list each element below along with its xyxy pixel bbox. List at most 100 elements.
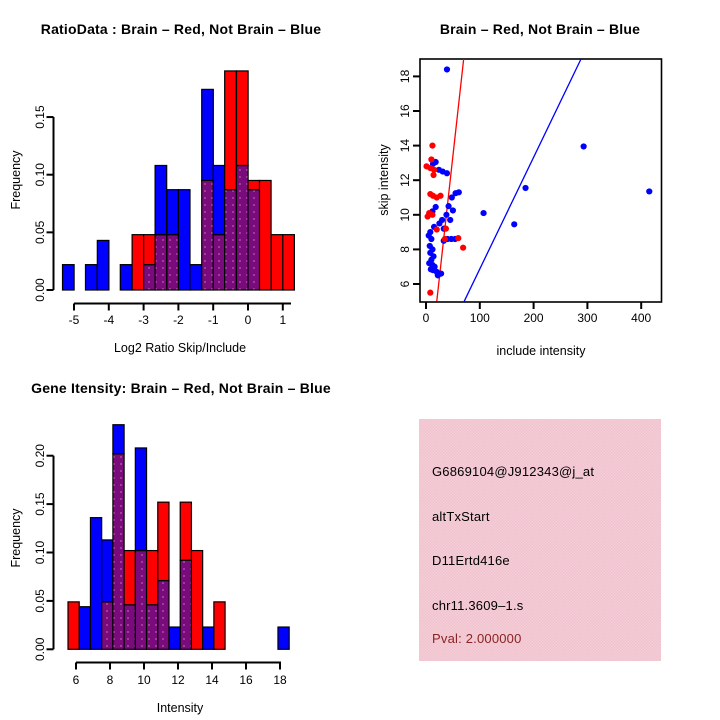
histogram-bar-red: [157, 501, 170, 582]
gene-hist-xlabel: Intensity: [157, 701, 204, 715]
histogram-bar-blue: [189, 264, 203, 291]
y-tick-label: 0.05: [33, 589, 47, 613]
x-tick-label: 0: [245, 313, 252, 327]
scatter-point-blue: [448, 194, 455, 201]
histogram-bar-blue: [89, 517, 103, 650]
ratio-hist-ylabel: Frequency: [9, 150, 23, 210]
scatter-point-blue: [436, 220, 443, 227]
histogram-bar-red: [235, 70, 249, 167]
histogram-bar-blue: [168, 626, 181, 650]
histogram-bar-overlap: [145, 604, 159, 650]
histogram-bar-red: [143, 234, 156, 266]
x-tick-label: -4: [103, 313, 114, 327]
scatter-point-blue: [511, 221, 518, 228]
blue-threshold-line: [463, 58, 582, 302]
y-tick-label: 12: [398, 173, 412, 187]
scatter-point-blue: [522, 184, 529, 192]
histogram-bar-blue: [212, 164, 226, 236]
scatter-point-red: [430, 171, 437, 179]
scatter-xlabel: include intensity: [497, 344, 587, 358]
y-tick-label: 0.15: [33, 492, 47, 516]
x-tick-label: 8: [107, 673, 114, 687]
histogram-bar-overlap: [224, 189, 237, 291]
y-tick-label: 0.20: [33, 444, 47, 468]
histogram-bar-overlap: [201, 179, 214, 291]
histogram-bar-overlap: [101, 601, 114, 650]
scatter-point-blue: [434, 272, 441, 279]
scatter-point-red: [427, 289, 434, 296]
scatter-point-red: [429, 211, 436, 218]
y-tick-label: 6: [398, 280, 412, 287]
x-tick-label: 10: [137, 673, 151, 687]
ratio-hist-title: RatioData : Brain – Red, Not Brain – Blu…: [41, 21, 321, 37]
histogram-bar-blue: [177, 189, 191, 291]
scatter-point-blue: [447, 216, 454, 224]
scatter-point-blue: [443, 211, 450, 218]
histogram-bar-red: [224, 70, 237, 191]
pval-text: Pval: 2.000000: [432, 631, 522, 646]
scatter-point-blue: [449, 207, 456, 214]
red-threshold-line: [436, 59, 465, 302]
histogram-bar-overlap: [123, 604, 136, 650]
histogram-bar-red: [282, 234, 295, 291]
histogram-bar-overlap: [179, 559, 193, 650]
histogram-bar-blue: [277, 626, 290, 650]
x-tick-label: -1: [208, 313, 219, 327]
scatter-point-red: [429, 142, 436, 149]
scatter-point-blue: [580, 143, 587, 150]
scatter-point-red: [437, 192, 444, 199]
x-tick-label: 12: [171, 673, 185, 687]
scatter-point-red: [441, 235, 448, 243]
histogram-bar-red: [131, 234, 145, 291]
histogram-bar-overlap: [166, 234, 180, 291]
histogram-bar-red: [123, 549, 136, 606]
scatter-point-blue: [445, 203, 452, 210]
histogram-bar-overlap: [235, 164, 249, 291]
histogram-bar-overlap: [212, 234, 226, 291]
probe-id-text: G6869104@J912343@j_at: [432, 464, 595, 479]
histogram-bar-blue: [101, 539, 114, 603]
histogram-bar-blue: [154, 164, 168, 236]
histogram-bar-red: [179, 501, 193, 561]
gene-hist-title: Gene Itensity: Brain – Red, Not Brain – …: [31, 380, 331, 396]
x-tick-label: 300: [577, 311, 597, 325]
histogram-bar-red: [247, 179, 261, 191]
scatter-ylabel: skip intensity: [377, 143, 391, 215]
histogram-bar-blue: [166, 189, 180, 236]
x-tick-label: 6: [73, 673, 80, 687]
histogram-bar-blue: [96, 239, 110, 291]
histogram-bar-overlap: [247, 189, 261, 291]
y-tick-label: 8: [398, 246, 412, 253]
histogram-bar-blue: [61, 264, 75, 291]
y-tick-label: 0.00: [33, 278, 47, 302]
histogram-bar-blue: [134, 447, 148, 552]
x-tick-label: 200: [524, 311, 544, 325]
histogram-bar-red: [270, 234, 284, 291]
histogram-bar-blue: [112, 424, 125, 455]
scatter-point-blue: [480, 209, 487, 217]
scatter-point-red: [428, 156, 435, 163]
histogram-bar-blue: [201, 88, 214, 182]
y-tick-label: 0.10: [33, 540, 47, 564]
y-tick-label: 0.05: [33, 220, 47, 244]
x-tick-label: -2: [173, 313, 184, 327]
x-tick-label: 0: [423, 311, 430, 325]
histogram-bar-red: [190, 549, 204, 650]
histogram-bar-overlap: [154, 234, 168, 291]
scatter-point-red: [424, 213, 431, 220]
ratio-hist-xlabel: Log2 Ratio Skip/Include: [114, 341, 246, 355]
scatter-point-blue: [432, 203, 439, 211]
scatter-point-blue: [455, 189, 462, 196]
x-tick-label: 14: [205, 673, 219, 687]
scatter-plot-box: [419, 58, 663, 303]
histogram-bar-overlap: [143, 264, 156, 291]
histogram-bar-red: [213, 601, 226, 650]
scatter-point-red: [442, 225, 450, 232]
x-tick-label: 18: [273, 673, 287, 687]
histogram-bar-overlap: [112, 453, 125, 650]
y-tick-label: 0.10: [33, 163, 47, 187]
coords-text: chr11.3609–1.s: [432, 598, 524, 613]
y-tick-label: 0.15: [33, 105, 47, 129]
x-tick-label: -5: [69, 313, 80, 327]
